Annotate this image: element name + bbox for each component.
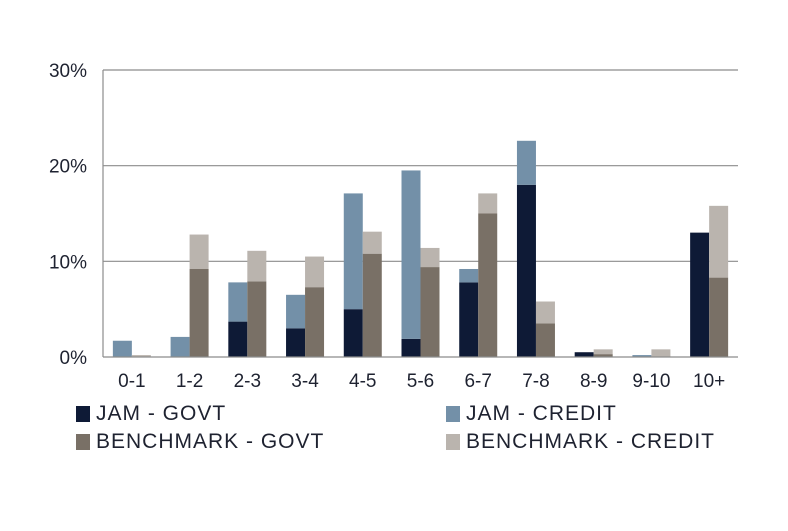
bar-segment <box>305 256 325 288</box>
x-tick-label: 10+ <box>693 371 725 392</box>
x-tick-label: 3-4 <box>291 371 319 392</box>
bar-segment <box>170 336 190 357</box>
bar-segment <box>401 170 421 339</box>
bar-segment <box>228 282 248 322</box>
bar-segment <box>632 355 652 357</box>
y-tick-label: 20% <box>49 157 87 178</box>
bar-segment <box>459 268 479 283</box>
bar-segment <box>362 231 382 254</box>
x-tick-label: 5-6 <box>407 371 434 392</box>
legend-item-benchmark-credit: BENCHMARK - CREDIT <box>446 430 766 454</box>
bar-segment <box>362 253 382 357</box>
legend-item-jam-govt: JAM - GOVT <box>76 402 446 426</box>
bar-segment <box>593 349 613 355</box>
bar-segment <box>535 301 555 324</box>
bar-segment <box>286 328 306 357</box>
bar-segment <box>459 282 479 357</box>
bar-segment <box>189 234 209 269</box>
bar-segment <box>516 184 536 357</box>
bar-segment <box>247 281 267 357</box>
bar-segment <box>131 355 151 357</box>
bar-segment <box>343 309 363 357</box>
legend-swatch-jam-credit <box>446 406 460 422</box>
bar-segment <box>401 338 421 357</box>
bar-segment <box>112 340 132 357</box>
legend-swatch-jam-govt <box>76 406 90 422</box>
legend-label-benchmark-credit: BENCHMARK - CREDIT <box>466 430 716 453</box>
legend-swatch-benchmark-credit <box>446 434 460 450</box>
legend-swatch-benchmark-govt <box>76 434 90 450</box>
bar-segment <box>478 193 498 214</box>
x-tick-label: 6-7 <box>464 371 491 392</box>
bar-segment <box>189 268 209 357</box>
bar-segment <box>247 250 267 282</box>
bar-segment <box>420 247 440 268</box>
x-tick-label: 0-1 <box>118 371 145 392</box>
legend-label-jam-govt: JAM - GOVT <box>96 402 227 425</box>
legend-item-benchmark-govt: BENCHMARK - GOVT <box>76 430 446 454</box>
x-tick-label: 4-5 <box>349 371 376 392</box>
bar-segment <box>478 213 498 357</box>
y-tick-label: 0% <box>60 348 88 369</box>
x-tick-label: 2-3 <box>234 371 261 392</box>
bar-segment <box>651 349 671 357</box>
x-tick-label: 7-8 <box>522 371 549 392</box>
bar-segment <box>709 205 729 278</box>
bar-segment <box>516 140 536 185</box>
bar-segment <box>305 287 325 357</box>
bar-segment <box>593 354 613 357</box>
bar-segment <box>535 323 555 357</box>
x-tick-label: 8-9 <box>580 371 607 392</box>
legend-label-benchmark-govt: BENCHMARK - GOVT <box>96 430 325 453</box>
legend-item-jam-credit: JAM - CREDIT <box>446 402 766 426</box>
bar-chart: 0% 10% 20% 30% 0-1 1-2 2-3 3-4 4-5 5-6 6-7 7-8 8-9 9-… <box>49 61 738 392</box>
x-tick-label: 1-2 <box>176 371 203 392</box>
bar-segment <box>574 352 594 357</box>
y-tick-label: 10% <box>49 252 87 273</box>
x-tick-label: 9-10 <box>632 371 670 392</box>
bar-segment <box>343 193 363 310</box>
bar-segment <box>228 321 248 357</box>
bar-segment <box>420 267 440 357</box>
bar-segment <box>709 277 729 357</box>
legend: JAM - GOVT JAM - CREDIT BENCHMARK - GOVT… <box>76 402 766 454</box>
legend-label-jam-credit: JAM - CREDIT <box>466 402 617 425</box>
y-tick-label: 30% <box>49 61 87 82</box>
bar-segment <box>286 294 306 329</box>
bar-segment <box>690 232 710 357</box>
